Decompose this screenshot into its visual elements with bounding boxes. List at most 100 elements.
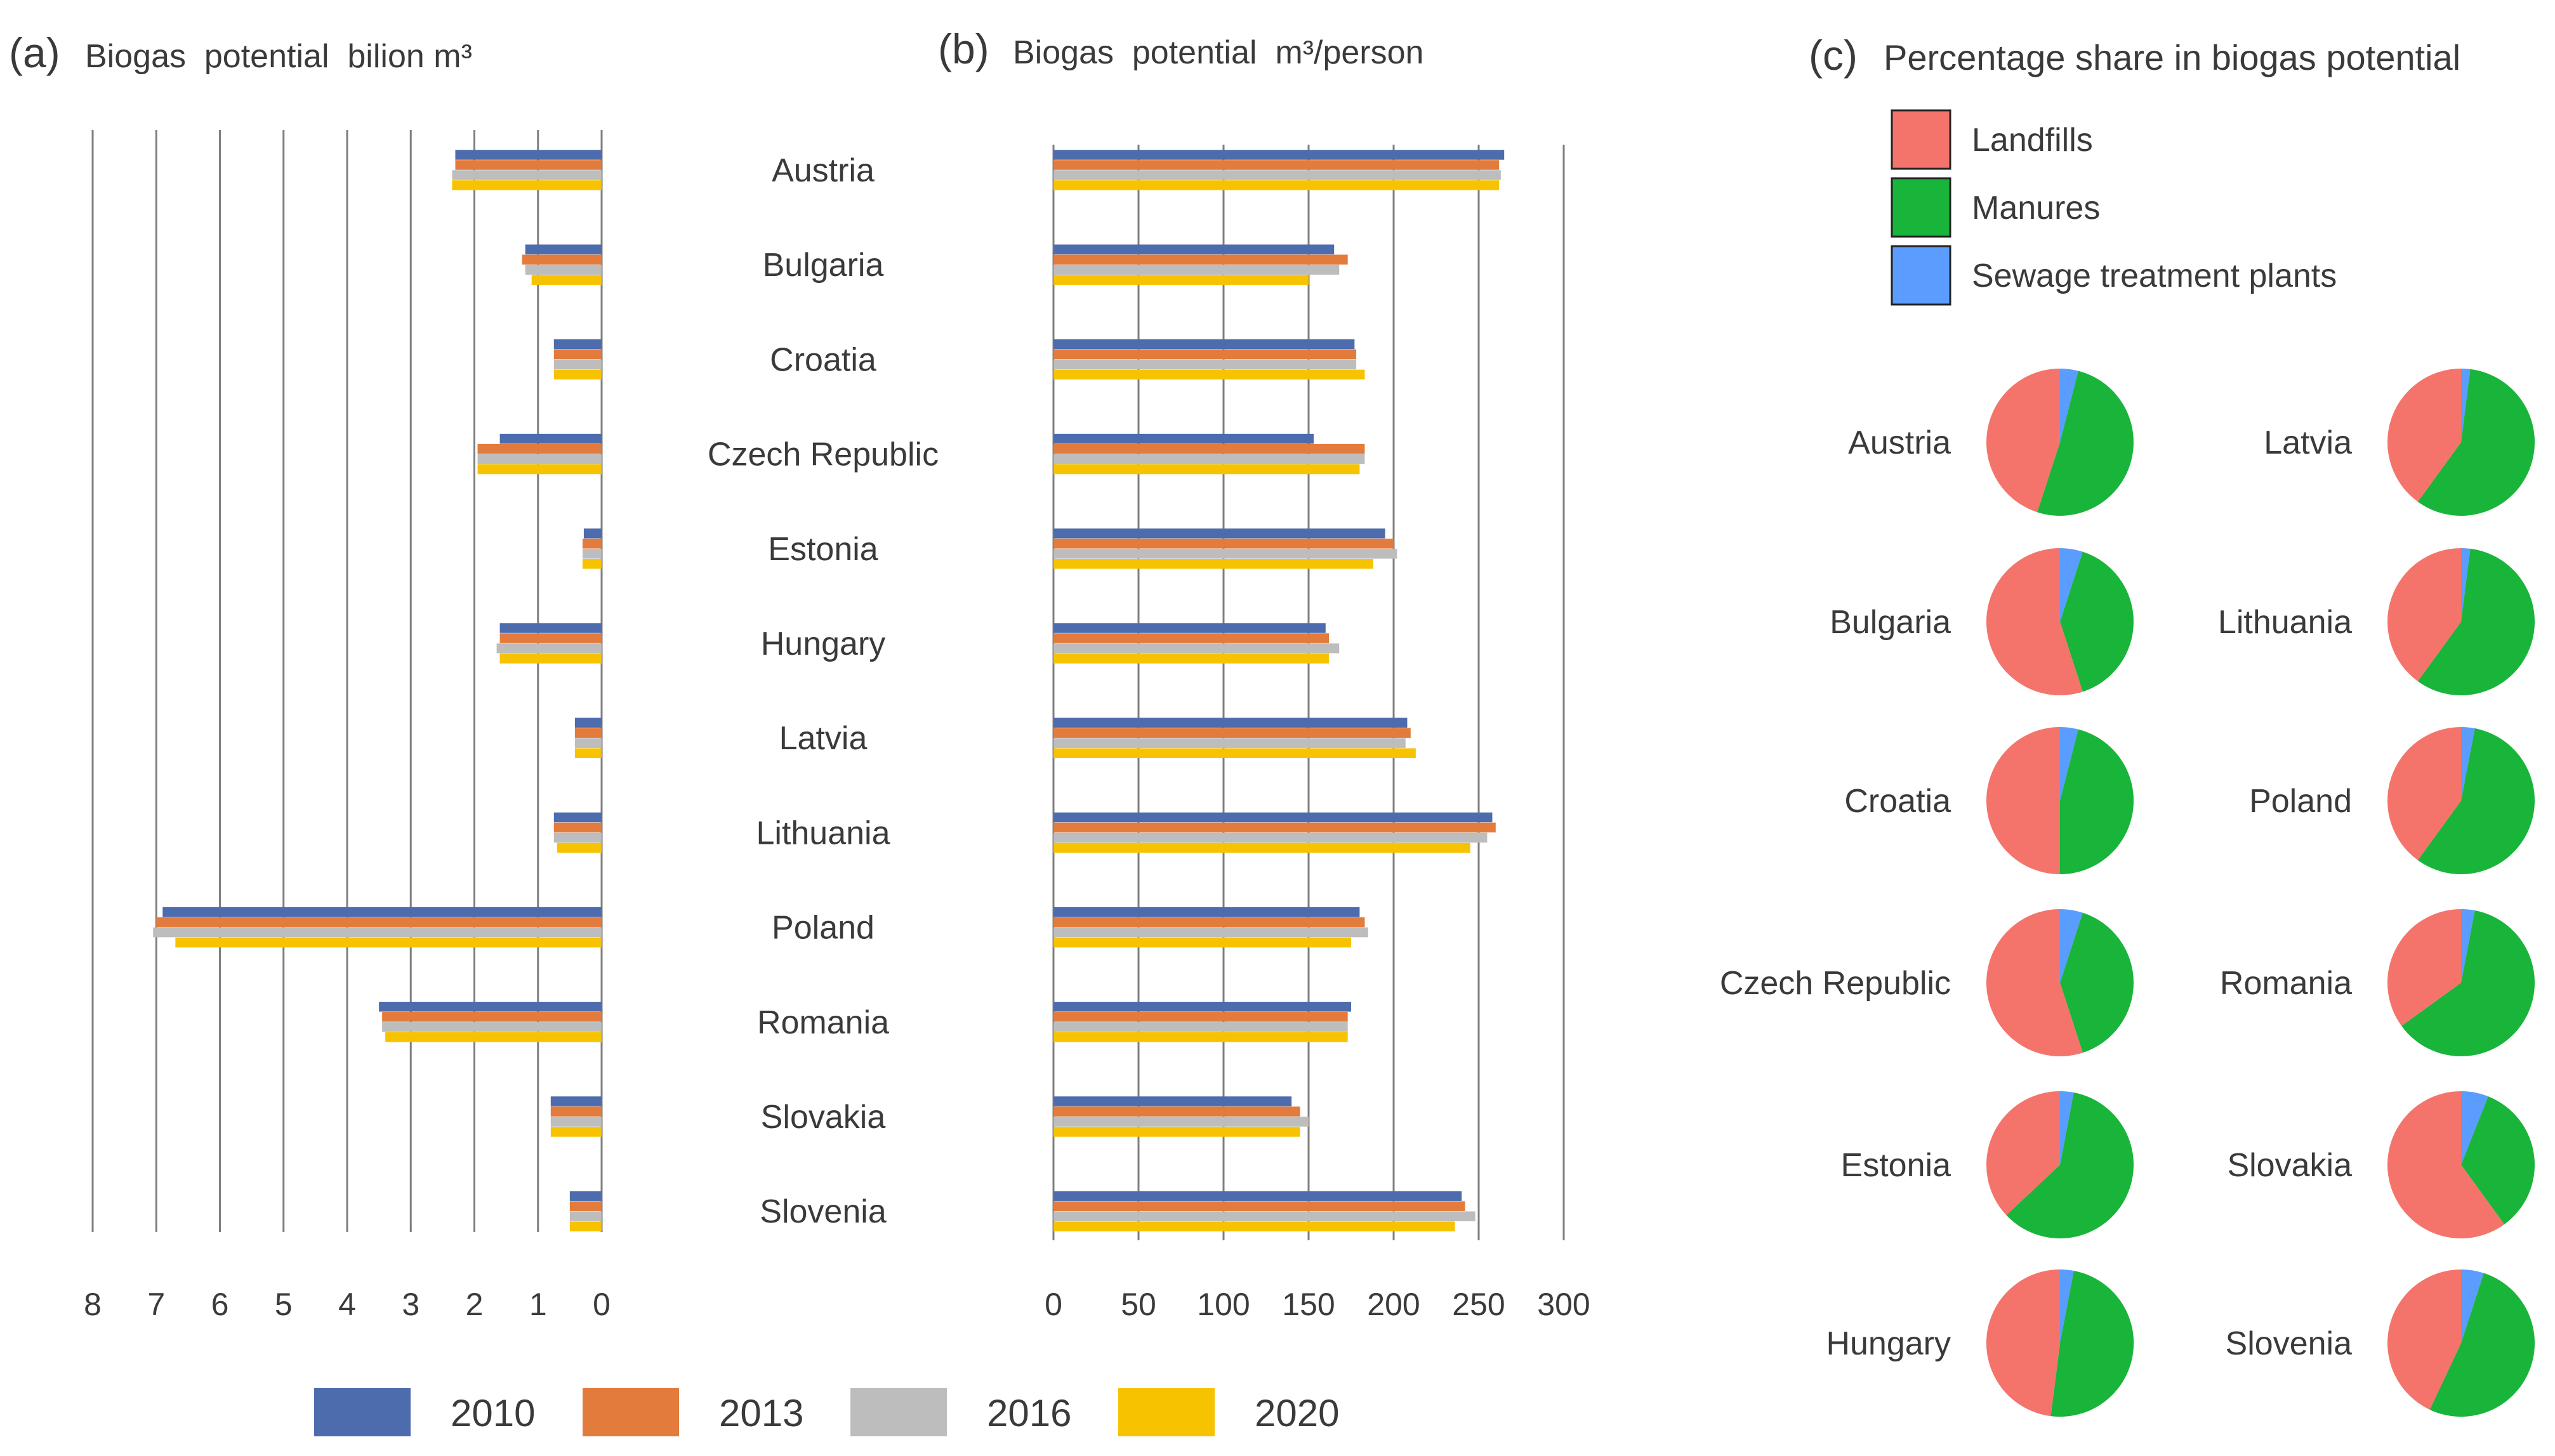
panel-a-bar-2016-latvia [574,738,602,748]
panel-b-bar-2020-austria [1053,180,1500,190]
panel-a-bar-2020-austria [452,180,602,190]
panel-b-bar-2010-romania [1053,1002,1351,1012]
panel-a-bar-2016-poland [153,927,602,938]
panel-a-bar-2020-poland [175,937,602,948]
pie-slice-landfills-austria [1986,369,2060,513]
panel-b-bar-2013-czech-republic [1053,443,1365,454]
panel-a-bar-2010-hungary [499,623,602,633]
panel-b-bar-2016-hungary [1053,643,1340,653]
panel-a-bar-2013-hungary [499,633,602,643]
country-label: Hungary [761,626,886,662]
country-label: Bulgaria [763,247,884,284]
panel-b-bar-2013-poland [1053,917,1365,928]
panel-a-bar-2020-slovakia [550,1127,602,1137]
panel-b-bar-2016-czech-republic [1053,454,1365,464]
pie-slice-manures-hungary [2050,1271,2134,1417]
panel-b-tick-labels: 0 50 100 150 200 250 300 [1045,1287,1590,1322]
country-label: Slovenia [760,1193,887,1230]
panel-b-bar-2013-romania [1053,1012,1348,1022]
panel-a-bar-2020-latvia [574,748,602,758]
panel-a-bar-2013-latvia [574,728,602,738]
panel-b-tick-label: 50 [1121,1287,1156,1322]
panel-b-tick-label: 0 [1045,1287,1062,1322]
panel-a-tick-label: 5 [275,1287,293,1322]
panel-a-tick-label: 7 [147,1287,165,1322]
panel-a-bar-2016-lithuania [553,832,602,843]
panel-a-bar-2010-bulgaria [525,244,602,254]
pie-slice-landfills-czech-republic [1986,909,2083,1056]
panel-a-bars [153,150,602,1231]
pie-legend-label: Sewage treatment plants [1972,258,2337,294]
panel-b-bar-2020-estonia [1053,559,1373,569]
pie-slice-sewage-latvia [2461,369,2471,442]
panel-b-bar-2010-slovenia [1053,1191,1462,1201]
pie-slice-manures-slovakia [2461,1096,2535,1224]
panel-b-bar-2010-poland [1053,907,1360,917]
pie-slice-landfills-slovakia [2387,1091,2505,1238]
pie-legend-label: Manures [1972,190,2100,226]
panel-b-bar-2013-bulgaria [1053,254,1348,265]
pie-country-label: Bulgaria [1830,604,1951,641]
pie-country-label: Slovakia [2227,1147,2352,1184]
pie-slice-manures-austria [2037,371,2134,516]
panel-a-bar-2020-hungary [499,653,602,664]
pie-slice-landfills-latvia [2387,368,2461,502]
panel-b-bar-2013-latvia [1053,728,1411,738]
year-legend: 2010 2013 2016 2020 [314,1388,1339,1436]
pie-slice-sewage-croatia [2060,727,2078,801]
panel-a-bar-2010-estonia [583,528,602,539]
panel-a-bar-2010-latvia [574,718,602,728]
legend-swatch-2016 [850,1388,947,1436]
panel-a-bar-2010-slovenia [569,1191,602,1201]
pie-slice-sewage-poland [2461,727,2475,801]
pie-country-label: Austria [1848,424,1951,461]
panel-b-bar-2013-estonia [1053,539,1394,549]
pie-slice-landfills-bulgaria [1986,548,2083,695]
panel-a-bar-2016-romania [382,1022,602,1032]
panel-b-bar-2013-austria [1053,160,1500,170]
panel-a-tick-labels: 8 7 6 5 4 3 2 1 0 [84,1287,611,1322]
panel-b-bar-2013-slovakia [1053,1106,1300,1117]
pie-slice-sewage-slovakia [2461,1091,2488,1165]
panel-b-bar-2010-austria [1053,150,1505,160]
panel-b-bar-2010-estonia [1053,528,1385,539]
pie-slice-manures-croatia [2060,729,2134,874]
panel-b-bar-2013-hungary [1053,633,1330,643]
legend-swatch-2013 [583,1388,679,1436]
panel-a-tick-label: 0 [593,1287,611,1322]
country-label: Croatia [770,341,876,378]
panel-b-bar-2020-poland [1053,937,1351,948]
country-label: Latvia [779,720,868,757]
panel-b-tick-label: 200 [1367,1287,1420,1322]
pie-legend: Landfills Manures Sewage treatment plants [1891,109,2337,306]
panel-b-bar-2016-lithuania [1053,832,1488,843]
pie-legend-swatch [1891,177,1951,238]
panel-a-bar-2020-lithuania [557,843,602,853]
panel-b-bar-2016-bulgaria [1053,265,1340,275]
panel-a-bar-2020-romania [385,1032,602,1042]
panel-b-bar-2020-slovakia [1053,1127,1300,1137]
pie-slice-sewage-bulgaria [2060,548,2083,622]
panel-a-bar-2016-croatia [553,359,602,370]
panel-a-bar-2016-czech-republic [477,454,602,464]
pie-country-label: Croatia [1844,783,1951,820]
pie-country-label: Estonia [1841,1147,1951,1184]
panel-a-bar-2013-poland [156,917,602,928]
pie-slice-manures-estonia [2006,1092,2134,1238]
country-label: Czech Republic [708,436,939,473]
pie-slice-landfills-slovenia [2387,1269,2461,1410]
pie-slice-manures-slovenia [2429,1273,2535,1417]
pie-slice-manures-lithuania [2417,548,2535,695]
panel-a-bar-2013-croatia [553,349,602,360]
country-label: Austria [772,152,875,189]
panel-b-bar-2016-romania [1053,1022,1348,1032]
panel-b-bar-2020-latvia [1053,748,1416,758]
panel-b-gridlines [1052,145,1565,1240]
panel-b-bars [1053,150,1505,1231]
panel-a-tick-label: 4 [338,1287,356,1322]
pie-slice-sewage-romania [2461,909,2475,983]
pie-slice-sewage-lithuania [2461,548,2471,622]
pie-country-label: Poland [2249,783,2352,820]
country-label: Romania [757,1004,889,1041]
pie-country-label: Hungary [1826,1325,1951,1362]
